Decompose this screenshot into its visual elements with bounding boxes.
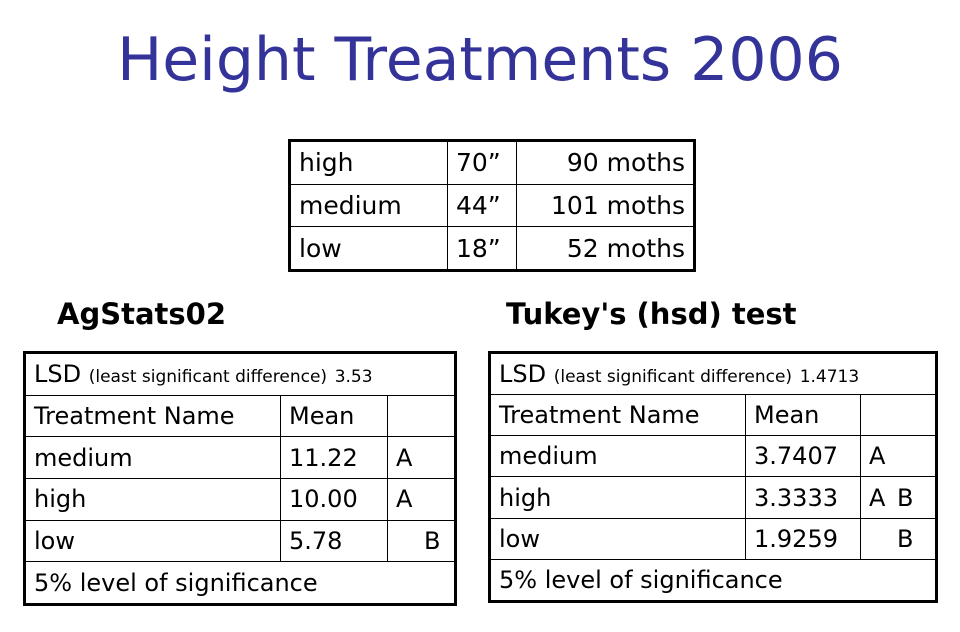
col-header-name: Treatment Name bbox=[491, 394, 746, 437]
treatment-name: high bbox=[26, 478, 281, 521]
treatment-name: high bbox=[491, 476, 746, 519]
table-row: medium 44” 101 moths bbox=[291, 184, 693, 228]
lsd-row: LSD (least significant difference) 3.53 bbox=[26, 354, 454, 396]
treatment-name: low bbox=[26, 520, 281, 563]
significance-note: 5% level of significance bbox=[499, 565, 783, 594]
treatment-mean: 3.7407 bbox=[745, 435, 861, 478]
lsd-label: LSD bbox=[499, 360, 547, 388]
group-letters: A bbox=[387, 478, 454, 521]
footer-row: 5% level of significance bbox=[26, 562, 454, 603]
lsd-description: (least significant difference) bbox=[88, 367, 328, 388]
col-header-name: Treatment Name bbox=[26, 395, 281, 438]
group-letters: A bbox=[387, 436, 454, 479]
significance-note: 5% level of significance bbox=[34, 568, 318, 597]
lsd-value: 1.4713 bbox=[799, 367, 860, 387]
tukey-table: LSD (least significant difference) 1.471… bbox=[488, 351, 938, 603]
treatment-mean: 11.22 bbox=[280, 436, 388, 479]
group-b: B bbox=[897, 524, 914, 553]
agstats-heading: AgStats02 bbox=[57, 297, 227, 331]
table-row: low 5.78 B bbox=[26, 520, 454, 563]
lsd-cell: LSD (least significant difference) 1.471… bbox=[491, 354, 935, 396]
group-a: A bbox=[396, 485, 413, 514]
table-row: high 70” 90 moths bbox=[291, 142, 693, 185]
treatment-name: low bbox=[291, 226, 448, 269]
group-b: B bbox=[897, 483, 914, 512]
treatment-mean: 10.00 bbox=[280, 478, 388, 521]
page-title: Height Treatments 2006 bbox=[117, 25, 843, 95]
lsd-row: LSD (least significant difference) 1.471… bbox=[491, 354, 935, 396]
lsd-value: 3.53 bbox=[334, 367, 373, 388]
group-letters: B bbox=[860, 518, 935, 560]
treatment-name: medium bbox=[291, 184, 448, 228]
table-row: medium 11.22 A bbox=[26, 436, 454, 479]
col-header-group bbox=[387, 395, 454, 438]
header-row: Treatment Name Mean bbox=[491, 394, 935, 437]
treatment-count: 101 moths bbox=[516, 184, 693, 228]
table-row: low 1.9259 B bbox=[491, 518, 935, 560]
table-row: low 18” 52 moths bbox=[291, 226, 693, 269]
header-row: Treatment Name Mean bbox=[26, 395, 454, 438]
treatment-name: high bbox=[291, 142, 448, 185]
treatment-mean: 3.3333 bbox=[745, 476, 861, 519]
group-a: A bbox=[869, 442, 886, 471]
tukey-heading: Tukey's (hsd) test bbox=[506, 297, 797, 331]
treatment-mean: 5.78 bbox=[280, 520, 388, 563]
group-letters: A bbox=[860, 435, 935, 478]
footer-row: 5% level of significance bbox=[491, 559, 935, 600]
lsd-cell: LSD (least significant difference) 3.53 bbox=[26, 354, 454, 396]
treatment-height: 70” bbox=[447, 142, 517, 185]
lsd-description: (least significant difference) bbox=[553, 367, 793, 387]
table-row: high 10.00 A bbox=[26, 478, 454, 521]
col-header-group bbox=[860, 394, 935, 437]
col-header-mean: Mean bbox=[280, 395, 388, 438]
treatment-height: 18” bbox=[447, 226, 517, 269]
table-row: medium 3.7407 A bbox=[491, 435, 935, 478]
treatment-name: medium bbox=[26, 436, 281, 479]
treatment-mean: 1.9259 bbox=[745, 518, 861, 560]
group-letters: B bbox=[387, 520, 454, 563]
treatment-count: 90 moths bbox=[516, 142, 693, 185]
group-a: A bbox=[869, 483, 886, 512]
col-header-mean: Mean bbox=[745, 394, 861, 437]
treatments-table: high 70” 90 moths medium 44” 101 moths l… bbox=[288, 139, 696, 272]
treatment-count: 52 moths bbox=[566, 233, 685, 263]
group-b: B bbox=[424, 527, 441, 556]
treatment-name: medium bbox=[491, 435, 746, 478]
lsd-label: LSD bbox=[34, 360, 82, 389]
treatment-height: 44” bbox=[447, 184, 517, 228]
agstats-table: LSD (least significant difference) 3.53 … bbox=[23, 351, 457, 606]
group-a: A bbox=[396, 443, 413, 472]
treatment-name: low bbox=[491, 518, 746, 560]
